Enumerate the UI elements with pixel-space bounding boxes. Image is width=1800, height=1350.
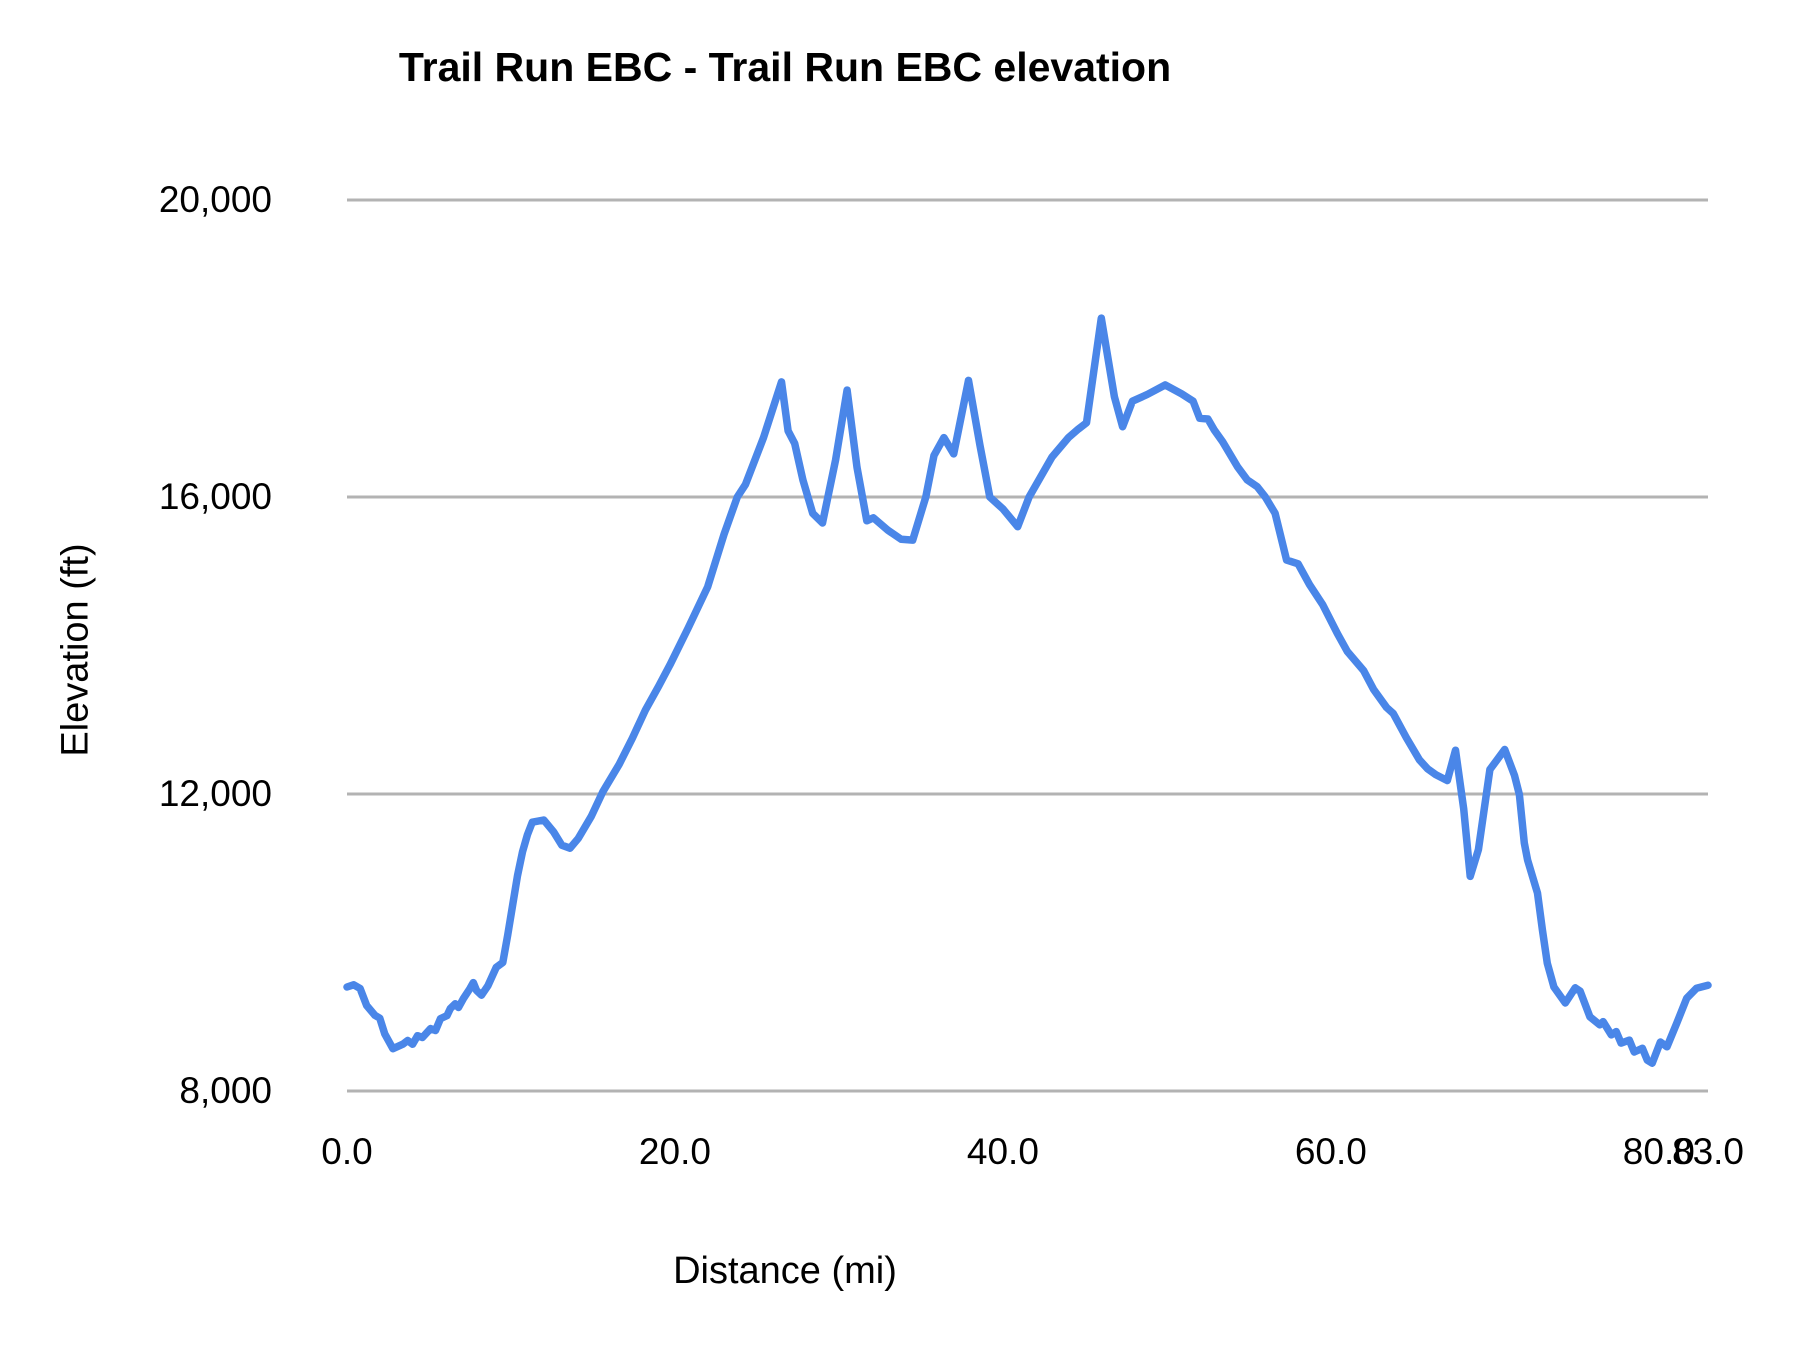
x-tick-label: 20.0 [638, 1131, 711, 1172]
x-axis-title: Distance (mi) [673, 1250, 897, 1292]
y-tick-label: 12,000 [158, 773, 272, 814]
y-tick-label: 20,000 [158, 179, 272, 220]
y-tick-label: 16,000 [158, 476, 272, 517]
y-tick-label: 8,000 [179, 1070, 272, 1111]
x-tick-label: 83.0 [1671, 1131, 1745, 1172]
x-tick-label: 60.0 [1294, 1131, 1367, 1172]
x-tick-label: 40.0 [966, 1131, 1039, 1172]
elevation-line [343, 314, 1712, 1067]
chart-title: Trail Run EBC - Trail Run EBC elevation [398, 44, 1172, 90]
x-tick-label: 0.0 [321, 1131, 373, 1172]
x-tick-label: 80.0 [1622, 1131, 1695, 1172]
